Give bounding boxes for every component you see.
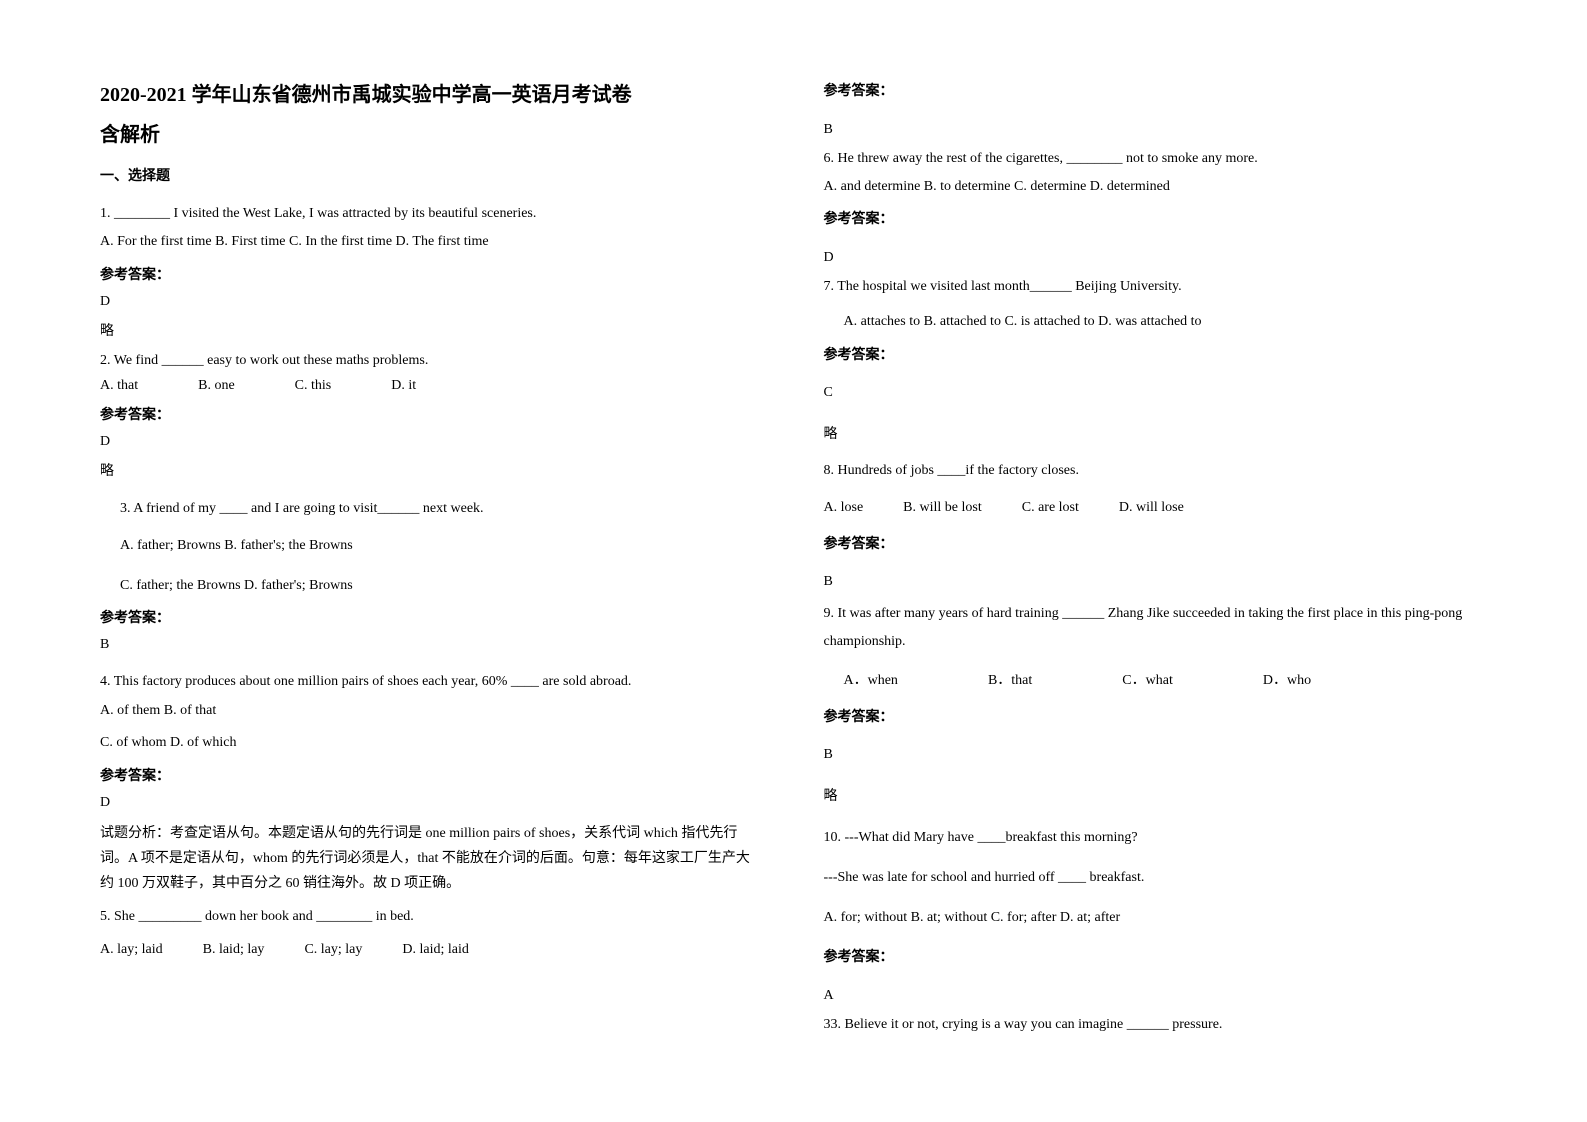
- q10-text2: ---She was late for school and hurried o…: [824, 867, 1488, 889]
- q2-text: 2. We find ______ easy to work out these…: [100, 350, 764, 372]
- q4-text: 4. This factory produces about one milli…: [100, 671, 764, 693]
- q8-optA: A. lose: [824, 500, 864, 516]
- q9-text: 9. It was after many years of hard train…: [824, 600, 1488, 656]
- q4-optAB: A. of them B. of that: [100, 700, 764, 722]
- q10-text: 10. ---What did Mary have ____breakfast …: [824, 827, 1488, 849]
- q8-optC: C. are lost: [1022, 500, 1079, 516]
- q2-optA: A. that: [100, 378, 138, 394]
- q5-answer-label: 参考答案：: [824, 80, 1488, 100]
- q8-answer-label: 参考答案：: [824, 533, 1488, 553]
- q5-optC: C. lay; lay: [304, 942, 362, 958]
- q9-answer-label: 参考答案：: [824, 706, 1488, 726]
- q5-text: 5. She _________ down her book and _____…: [100, 906, 764, 928]
- q7-options: A. attaches to B. attached to C. is atta…: [824, 311, 1488, 333]
- left-column: 2020-2021 学年山东省德州市禹城实验中学高一英语月考试卷 含解析 一、选…: [100, 80, 764, 1042]
- q5-optD: D. laid; laid: [402, 942, 469, 958]
- right-column: 参考答案： B 6. He threw away the rest of the…: [824, 80, 1488, 1042]
- q8-optD: D. will lose: [1119, 500, 1184, 516]
- q2-note: 略: [100, 460, 764, 480]
- q2-optD: D. it: [391, 378, 416, 394]
- q2-optB: B. one: [198, 378, 235, 394]
- q10-answer-label: 参考答案：: [824, 946, 1488, 966]
- q9-optA: A．when: [844, 669, 898, 689]
- q9-optD: D．who: [1263, 669, 1311, 689]
- q2-answer-label: 参考答案：: [100, 404, 764, 424]
- q5-options: A. lay; laid B. laid; lay C. lay; lay D.…: [100, 942, 764, 958]
- q8-options: A. lose B. will be lost C. are lost D. w…: [824, 500, 1488, 516]
- q6-options: A. and determine B. to determine C. dete…: [824, 176, 1488, 198]
- q3-answer: B: [100, 637, 764, 653]
- q7-text: 7. The hospital we visited last month___…: [824, 276, 1488, 298]
- q1-options: A. For the first time B. First time C. I…: [100, 231, 764, 253]
- q7-answer: C: [824, 385, 1488, 401]
- q4-optCD: C. of whom D. of which: [100, 732, 764, 754]
- q8-optB: B. will be lost: [903, 500, 982, 516]
- q3-optCD: C. father; the Browns D. father's; Brown…: [100, 575, 764, 597]
- q2-optC: C. this: [295, 378, 332, 394]
- section-header: 一、选择题: [100, 165, 764, 185]
- q8-text: 8. Hundreds of jobs ____if the factory c…: [824, 460, 1488, 482]
- q3-text: 3. A friend of my ____ and I are going t…: [100, 498, 764, 520]
- q3-optAB: A. father; Browns B. father's; the Brown…: [100, 535, 764, 557]
- q5-answer: B: [824, 122, 1488, 138]
- q1-answer: D: [100, 294, 764, 310]
- q2-options: A. that B. one C. this D. it: [100, 378, 764, 394]
- q4-answer-label: 参考答案：: [100, 765, 764, 785]
- q6-text: 6. He threw away the rest of the cigaret…: [824, 148, 1488, 170]
- q9-optC: C．what: [1122, 669, 1173, 689]
- q4-answer: D: [100, 795, 764, 811]
- exam-title: 2020-2021 学年山东省德州市禹城实验中学高一英语月考试卷: [100, 80, 764, 110]
- q10-options: A. for; without B. at; without C. for; a…: [824, 907, 1488, 929]
- q10-answer: A: [824, 988, 1488, 1004]
- q5-optA: A. lay; laid: [100, 942, 163, 958]
- q7-note: 略: [824, 423, 1488, 443]
- q7-answer-label: 参考答案：: [824, 344, 1488, 364]
- q5-optB: B. laid; lay: [203, 942, 265, 958]
- q9-answer: B: [824, 747, 1488, 763]
- q1-note: 略: [100, 320, 764, 340]
- q1-text: 1. ________ I visited the West Lake, I w…: [100, 203, 764, 225]
- q2-answer: D: [100, 434, 764, 450]
- q9-optB: B．that: [988, 669, 1032, 689]
- q1-answer-label: 参考答案：: [100, 264, 764, 284]
- q3-answer-label: 参考答案：: [100, 607, 764, 627]
- q9-options: A．when B．that C．what D．who: [824, 669, 1488, 689]
- q6-answer: D: [824, 250, 1488, 266]
- q4-explanation: 试题分析：考查定语从句。本题定语从句的先行词是 one million pair…: [100, 821, 764, 897]
- q9-note: 略: [824, 785, 1488, 805]
- q8-answer: B: [824, 574, 1488, 590]
- q33-text: 33. Believe it or not, crying is a way y…: [824, 1014, 1488, 1036]
- exam-subtitle: 含解析: [100, 118, 764, 147]
- q6-answer-label: 参考答案：: [824, 208, 1488, 228]
